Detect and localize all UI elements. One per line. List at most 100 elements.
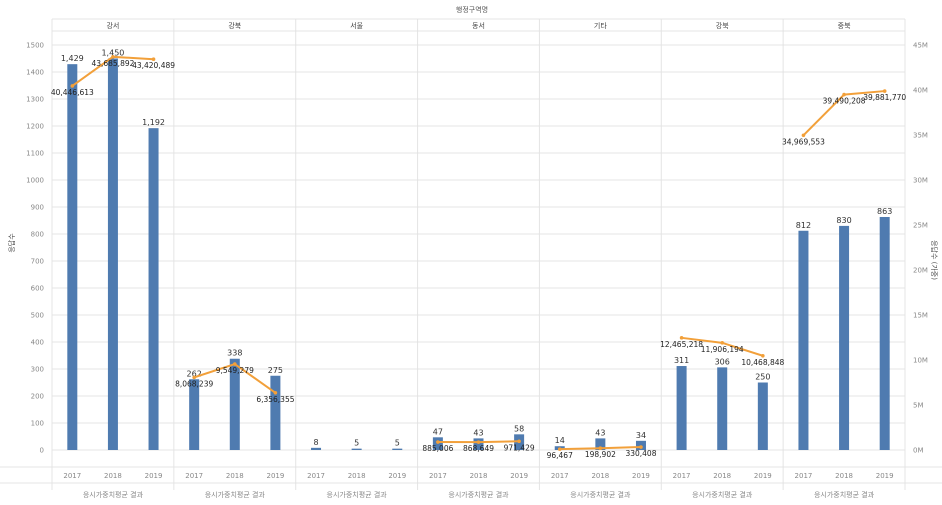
y2-tick-label: 25M [913,222,928,230]
y-tick-label: 1200 [26,123,44,131]
line-point [720,341,725,345]
y-tick-label: 1000 [26,177,44,185]
line-value-label: 39,881,770 [863,93,906,102]
facet-footer-label: 응시가중치평균 결과 [205,490,266,499]
bar-value-label: 1,450 [101,49,124,58]
y-tick-label: 100 [31,420,44,428]
line-point [842,92,846,97]
facet-footer-label: 응시가중치평균 결과 [448,490,509,499]
bar [392,448,403,450]
line-point [557,447,562,451]
bar-value-label: 5 [395,439,400,448]
bar-value-label: 34 [636,431,646,440]
bar [879,216,890,450]
facet-region-label: 강서 [106,21,119,30]
x-tick-year: 2019 [876,472,894,480]
bar-value-label: 43 [595,428,605,437]
y-tick-label: 800 [31,231,44,239]
facet-footer-label: 응시가중치평균 결과 [83,490,144,499]
facet-region-label: 서울 [350,21,363,30]
bar-value-label: 863 [877,207,892,216]
line-value-label: 40,446,613 [51,88,94,97]
y-tick-label: 200 [31,393,44,401]
gridlines [0,18,942,490]
y2-tick-label: 0M [913,447,924,455]
y-tick-label: 300 [31,366,44,374]
bar [189,379,200,450]
line-point [679,336,684,340]
y-tick-label: 900 [31,204,44,212]
axes: 1500140013001200110010009008007006005004… [26,42,928,455]
y-tick-label: 600 [31,285,44,293]
y-axis-label: 응답수 [7,233,16,253]
x-tick-year: 2019 [266,472,284,480]
bar-value-label: 306 [715,357,730,366]
x-tick-year: 2018 [713,472,731,480]
line-value-label: 9,549,279 [216,366,254,375]
line-point [273,390,278,395]
line-value-label: 43,420,489 [132,61,175,70]
y-tick-label: 1100 [26,150,44,158]
line-value-label: 868,649 [463,444,494,453]
y2-axis-label: 응답수 (가중) [930,240,939,280]
y2-tick-label: 35M [913,132,928,140]
bar-value-label: 1,429 [61,54,84,63]
x-tick-year: 2019 [510,472,528,480]
line-value-label: 43,685,892 [91,59,134,68]
line-point [476,440,481,444]
y-tick-label: 500 [31,312,44,320]
line-value-label: 39,490,208 [823,97,866,106]
y-tick-label: 1300 [26,96,44,104]
line-point [761,353,765,358]
bar-value-label: 5 [354,439,359,448]
line-point [882,89,887,93]
line-value-label: 8,068,239 [175,379,213,388]
x-tick-year: 2019 [388,472,406,480]
y2-tick-label: 5M [913,402,924,410]
bar-value-label: 830 [836,216,851,225]
y2-tick-label: 10M [913,357,928,365]
bar-value-label: 250 [755,373,770,382]
y-tick-label: 0 [40,447,44,455]
facet-region-label: 동서 [472,21,485,30]
bar [473,438,484,450]
line-point [436,440,440,444]
line-value-label: 330,408 [625,449,656,458]
facet-footer-label: 응시가중치평균 결과 [692,490,753,499]
y-tick-label: 700 [31,258,44,266]
bar-value-label: 311 [674,356,689,365]
line-value-label: 34,969,553 [782,137,825,146]
line-point [801,133,806,138]
line-point [151,57,156,62]
facet-region-label: 중북 [838,22,851,30]
x-tick-year: 2019 [632,472,650,480]
x-tick-year: 2018 [591,472,609,480]
line-value-label: 6,356,355 [256,395,294,404]
line-point [517,439,521,444]
bar [798,230,809,450]
y2-tick-label: 30M [913,177,928,185]
bar-value-label: 58 [514,424,524,433]
bar [148,128,159,450]
y2-tick-label: 20M [913,267,928,275]
bar [717,367,728,450]
bar-value-label: 1,192 [142,118,165,127]
line-value-label: 12,465,218 [660,340,703,349]
bar-value-label: 338 [227,349,242,358]
bar-value-label: 14 [555,436,565,445]
bar [67,64,78,451]
x-tick-year: 2017 [63,472,81,480]
x-tick-year: 2018 [835,472,853,480]
x-tick-year: 2019 [754,472,772,480]
line-value-label: 96,467 [547,451,573,460]
facet-footer-label: 응시가중치평균 결과 [814,490,875,499]
facet-footer-label: 응시가중치평균 결과 [327,490,388,499]
bar [757,382,768,450]
y2-tick-label: 15M [913,312,928,320]
line-point [111,55,115,59]
bar [311,447,322,450]
